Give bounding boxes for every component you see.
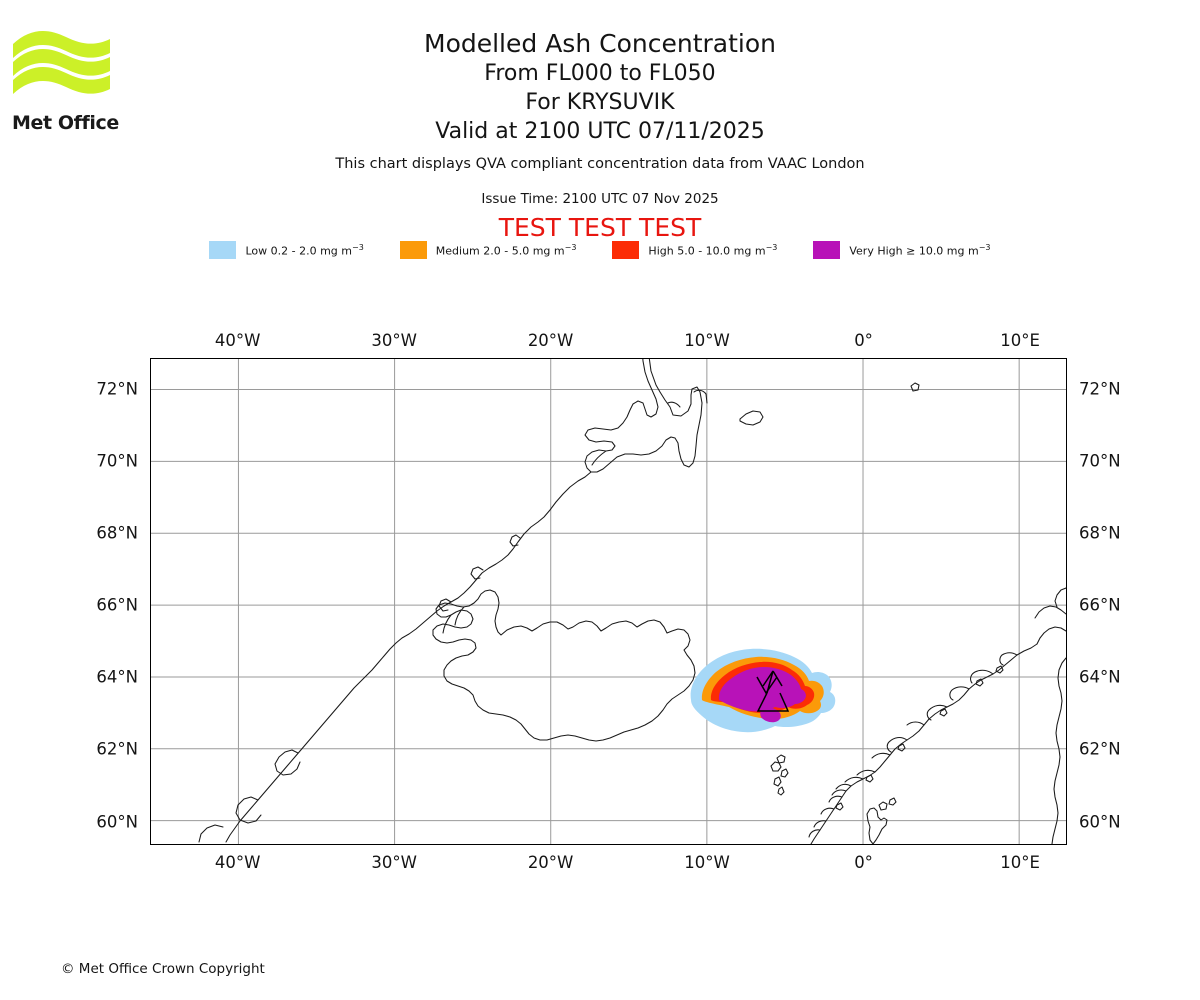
lat-tick-right-3: 66°N — [1079, 595, 1121, 615]
lon-tick-top-0: 40°W — [214, 331, 261, 350]
volcano-marker-icon — [756, 670, 790, 712]
lon-tick-bottom-4: 0° — [854, 853, 873, 872]
legend-entry-3: Very High ≥ 10.0 mg m−3 — [813, 241, 991, 259]
page-title: Modelled Ash Concentration From FL000 to… — [0, 28, 1200, 146]
legend-entry-2: High 5.0 - 10.0 mg m−3 — [612, 241, 777, 259]
title-line-3: For KRYSUVIK — [525, 90, 675, 115]
legend-swatch-2 — [612, 241, 640, 259]
lat-tick-left-2: 68°N — [96, 523, 138, 543]
title-line-2: From FL000 to FL050 — [484, 61, 716, 86]
graticule-gridlines — [151, 359, 1066, 844]
test-banner: TEST TEST TEST — [498, 213, 702, 242]
lon-tick-top-5: 10°E — [1000, 331, 1040, 350]
legend-label-3: Very High ≥ 10.0 mg m−3 — [849, 242, 991, 258]
legend-label-1: Medium 2.0 - 5.0 mg m−3 — [435, 242, 577, 258]
lon-tick-bottom-3: 10°W — [684, 853, 730, 872]
title-line-4: Valid at 2100 UTC 07/11/2025 — [435, 119, 765, 144]
lon-tick-top-4: 0° — [854, 331, 873, 350]
lat-tick-left-5: 62°N — [96, 739, 138, 759]
map-canvas — [151, 359, 1066, 844]
map-frame — [150, 358, 1067, 845]
legend-entry-0: Low 0.2 - 2.0 mg m−3 — [209, 241, 364, 259]
lat-tick-right-0: 72°N — [1079, 379, 1121, 399]
lon-tick-bottom-2: 20°W — [527, 853, 574, 872]
coastlines — [198, 359, 1066, 844]
legend-swatch-1 — [399, 241, 427, 259]
legend-swatch-0 — [209, 241, 237, 259]
lon-tick-bottom-1: 30°W — [371, 853, 417, 872]
legend-entry-1: Medium 2.0 - 5.0 mg m−3 — [399, 241, 577, 259]
lon-tick-bottom-0: 40°W — [214, 853, 261, 872]
title-line-1: Modelled Ash Concentration — [424, 29, 776, 58]
lat-tick-left-0: 72°N — [96, 379, 138, 399]
map-container — [150, 358, 1067, 845]
lat-tick-right-4: 64°N — [1079, 667, 1121, 687]
ash-plume-contours — [690, 648, 836, 733]
met-office-wave-icon — [13, 30, 110, 94]
lon-tick-top-3: 10°W — [684, 331, 730, 350]
lon-tick-top-2: 20°W — [527, 331, 574, 350]
plume-contour-very-high — [718, 667, 806, 712]
lat-tick-right-2: 68°N — [1079, 523, 1121, 543]
legend-swatch-3 — [813, 241, 841, 259]
chart-subtitle: This chart displays QVA compliant concen… — [335, 156, 865, 172]
lon-tick-top-1: 30°W — [371, 331, 417, 350]
lat-tick-left-4: 64°N — [96, 667, 138, 687]
copyright-notice: © Met Office Crown Copyright — [61, 961, 265, 977]
lat-tick-left-6: 60°N — [96, 812, 138, 832]
issue-time-label: Issue Time: 2100 UTC 07 Nov 2025 — [481, 191, 719, 207]
concentration-legend: Low 0.2 - 2.0 mg m−3 Medium 2.0 - 5.0 mg … — [0, 241, 1200, 259]
lon-tick-bottom-5: 10°E — [1000, 853, 1040, 872]
met-office-logo: Met Office — [10, 26, 125, 134]
lat-tick-right-6: 60°N — [1079, 812, 1121, 832]
lat-tick-left-3: 66°N — [96, 595, 138, 615]
legend-label-2: High 5.0 - 10.0 mg m−3 — [648, 242, 778, 258]
lat-tick-right-5: 62°N — [1079, 739, 1121, 759]
lat-tick-right-1: 70°N — [1079, 451, 1121, 471]
lat-tick-left-1: 70°N — [96, 451, 138, 471]
met-office-wordmark: Met Office — [12, 112, 119, 134]
legend-label-0: Low 0.2 - 2.0 mg m−3 — [245, 242, 364, 258]
